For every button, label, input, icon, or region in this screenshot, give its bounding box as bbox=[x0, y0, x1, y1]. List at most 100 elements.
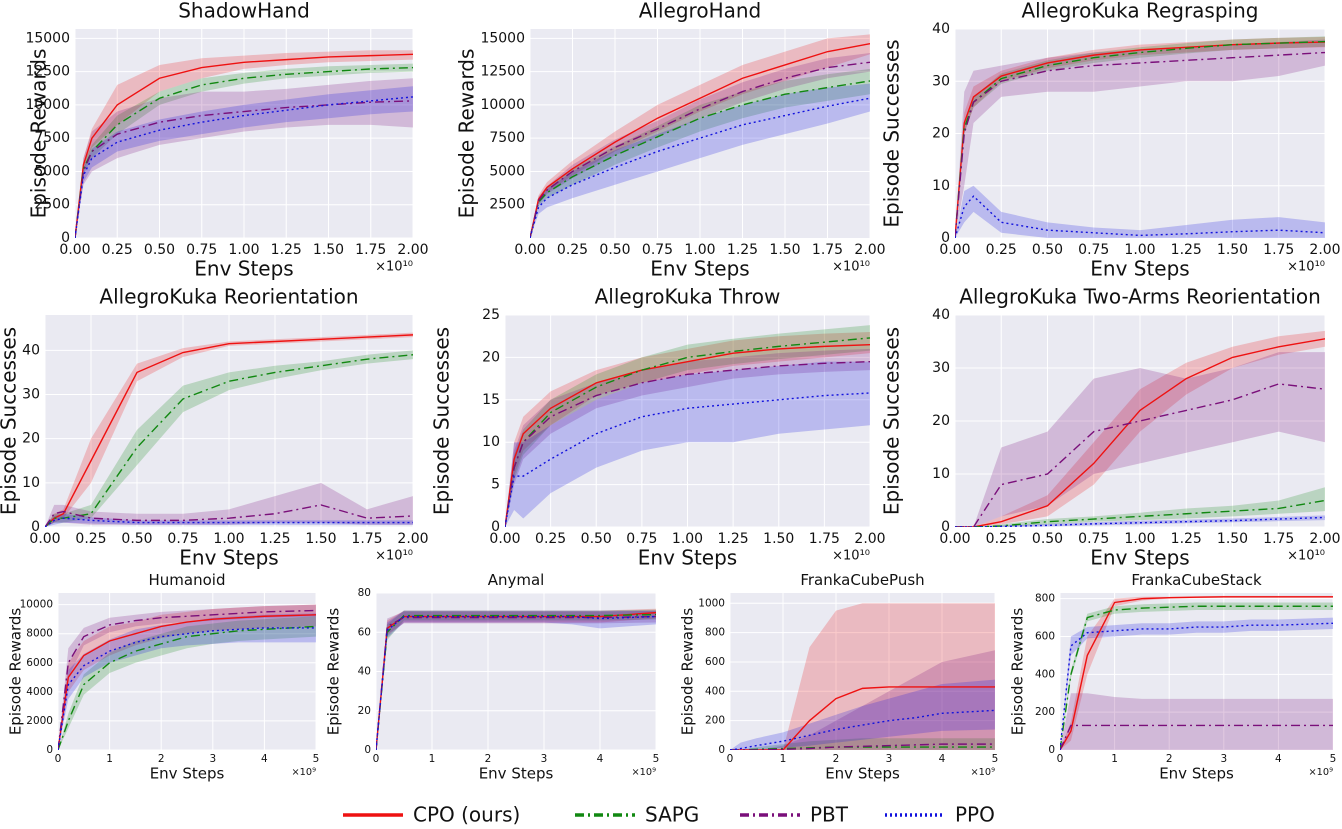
x-tick-label: 0.25 bbox=[102, 242, 133, 258]
x-tick-label: 3 bbox=[209, 753, 216, 765]
y-axis-label: Episode Rewards bbox=[325, 608, 343, 736]
y-tick-label: 10 bbox=[22, 475, 40, 491]
plot-area bbox=[58, 604, 316, 750]
y-tick-label: 5 bbox=[491, 477, 500, 493]
y-tick-label: 200 bbox=[1035, 706, 1055, 718]
y-axis-label: Episode Successes bbox=[880, 39, 904, 227]
series-line bbox=[530, 97, 870, 238]
x-tick-label: 0.50 bbox=[144, 242, 175, 258]
x-tick-label: 0.50 bbox=[1032, 531, 1063, 547]
y-tick-label: 12500 bbox=[25, 64, 70, 80]
x-tick-label: 1.00 bbox=[1124, 242, 1155, 258]
plot-background bbox=[730, 593, 995, 750]
chart-title: Humanoid bbox=[149, 571, 226, 589]
x-tick-label: 4 bbox=[939, 753, 946, 765]
series-line bbox=[58, 625, 316, 750]
y-tick-label: 10000 bbox=[20, 599, 53, 611]
y-tick-label: 10000 bbox=[25, 97, 70, 113]
plot-area bbox=[730, 603, 995, 750]
x-tick-label: 1.75 bbox=[355, 242, 386, 258]
confidence-band bbox=[530, 83, 870, 238]
y-tick-label: 15000 bbox=[25, 30, 70, 46]
series-line bbox=[45, 517, 413, 527]
y-tick-label: 7500 bbox=[34, 130, 70, 146]
x-axis-label: Env Steps bbox=[825, 765, 900, 783]
x-tick-label: 0.75 bbox=[167, 531, 198, 547]
y-tick-label: 20 bbox=[932, 126, 950, 142]
confidence-band bbox=[530, 34, 870, 238]
y-tick-label: 600 bbox=[705, 656, 725, 668]
confidence-band bbox=[58, 616, 316, 750]
x-tick-label: 0.50 bbox=[581, 531, 612, 547]
confidence-band bbox=[955, 352, 1325, 527]
y-tick-label: 40 bbox=[932, 307, 950, 323]
x-tick-label: 1.75 bbox=[812, 242, 843, 258]
y-tick-label: 20 bbox=[932, 413, 950, 429]
confidence-band bbox=[45, 332, 413, 527]
y-tick-label: 10 bbox=[482, 434, 500, 450]
y-tick-label: 4000 bbox=[26, 686, 53, 698]
x-tick-label: 2.00 bbox=[854, 242, 885, 258]
y-tick-label: 800 bbox=[1035, 593, 1055, 605]
chart-title: ShadowHand bbox=[178, 0, 310, 23]
confidence-band bbox=[45, 513, 413, 527]
y-tick-label: 10 bbox=[932, 178, 950, 194]
x-tick-label: 0.00 bbox=[514, 242, 545, 258]
series-line bbox=[45, 354, 413, 527]
plot-area bbox=[505, 325, 870, 527]
series-line bbox=[955, 383, 1325, 527]
y-tick-label: 5000 bbox=[34, 163, 70, 179]
x-tick-label: 1.75 bbox=[1263, 242, 1294, 258]
confidence-band bbox=[75, 86, 413, 238]
confidence-band bbox=[730, 603, 995, 750]
x-tick-label: 1.50 bbox=[313, 242, 344, 258]
x-tick-label: 0.75 bbox=[186, 242, 217, 258]
x-tick-label: 2.00 bbox=[854, 531, 885, 547]
x-tick-label: 1.50 bbox=[1217, 242, 1248, 258]
confidence-band bbox=[730, 650, 995, 750]
y-tick-label: 20 bbox=[358, 705, 371, 717]
series-line bbox=[955, 51, 1325, 238]
legend-label: PPO bbox=[955, 803, 995, 827]
x-axis-label: Env Steps bbox=[194, 257, 293, 281]
confidence-band bbox=[955, 185, 1325, 238]
x-offset-label: ×10¹⁰ bbox=[375, 549, 413, 564]
y-tick-label: 60 bbox=[358, 626, 371, 638]
series-line bbox=[45, 504, 413, 527]
x-tick-label: 3 bbox=[886, 753, 893, 765]
y-tick-label: 10 bbox=[932, 466, 950, 482]
series-line bbox=[1060, 724, 1333, 750]
x-tick-label: 0.00 bbox=[59, 242, 90, 258]
x-tick-label: 1 bbox=[429, 753, 436, 765]
x-tick-label: 0.50 bbox=[1032, 242, 1063, 258]
x-offset-label: ×10¹⁰ bbox=[832, 549, 870, 564]
x-tick-label: 5 bbox=[653, 753, 660, 765]
series-line bbox=[75, 96, 413, 238]
y-tick-label: 40 bbox=[932, 21, 950, 37]
y-tick-label: 15000 bbox=[480, 30, 525, 46]
x-tick-label: 0.25 bbox=[535, 531, 566, 547]
chart-title: AllegroHand bbox=[639, 0, 761, 23]
y-tick-label: 40 bbox=[22, 342, 40, 358]
y-tick-label: 400 bbox=[1035, 668, 1055, 680]
plot-area bbox=[955, 36, 1325, 238]
x-tick-label: 5 bbox=[313, 753, 320, 765]
y-tick-label: 7500 bbox=[489, 130, 525, 146]
chart-title: AllegroKuka Regrasping bbox=[1022, 0, 1259, 23]
y-axis-label: Episode Successes bbox=[880, 327, 904, 515]
x-axis-label: Env Steps bbox=[150, 765, 225, 783]
x-tick-label: 2 bbox=[833, 753, 840, 765]
confidence-band bbox=[505, 348, 870, 527]
y-tick-label: 0 bbox=[61, 230, 70, 246]
x-tick-label: 2 bbox=[158, 753, 165, 765]
chart-title: Anymal bbox=[488, 571, 545, 589]
legend-label: SAPG bbox=[645, 803, 699, 827]
y-tick-label: 0 bbox=[364, 744, 371, 756]
x-tick-label: 1.00 bbox=[1124, 531, 1155, 547]
x-offset-label: ×10¹⁰ bbox=[1287, 549, 1325, 564]
plot-area bbox=[955, 330, 1325, 527]
x-tick-label: 0.25 bbox=[75, 531, 106, 547]
x-tick-label: 2.00 bbox=[1309, 242, 1340, 258]
x-offset-label: ×10⁹ bbox=[292, 767, 317, 778]
chart-title: FrankaCubeStack bbox=[1131, 571, 1262, 589]
